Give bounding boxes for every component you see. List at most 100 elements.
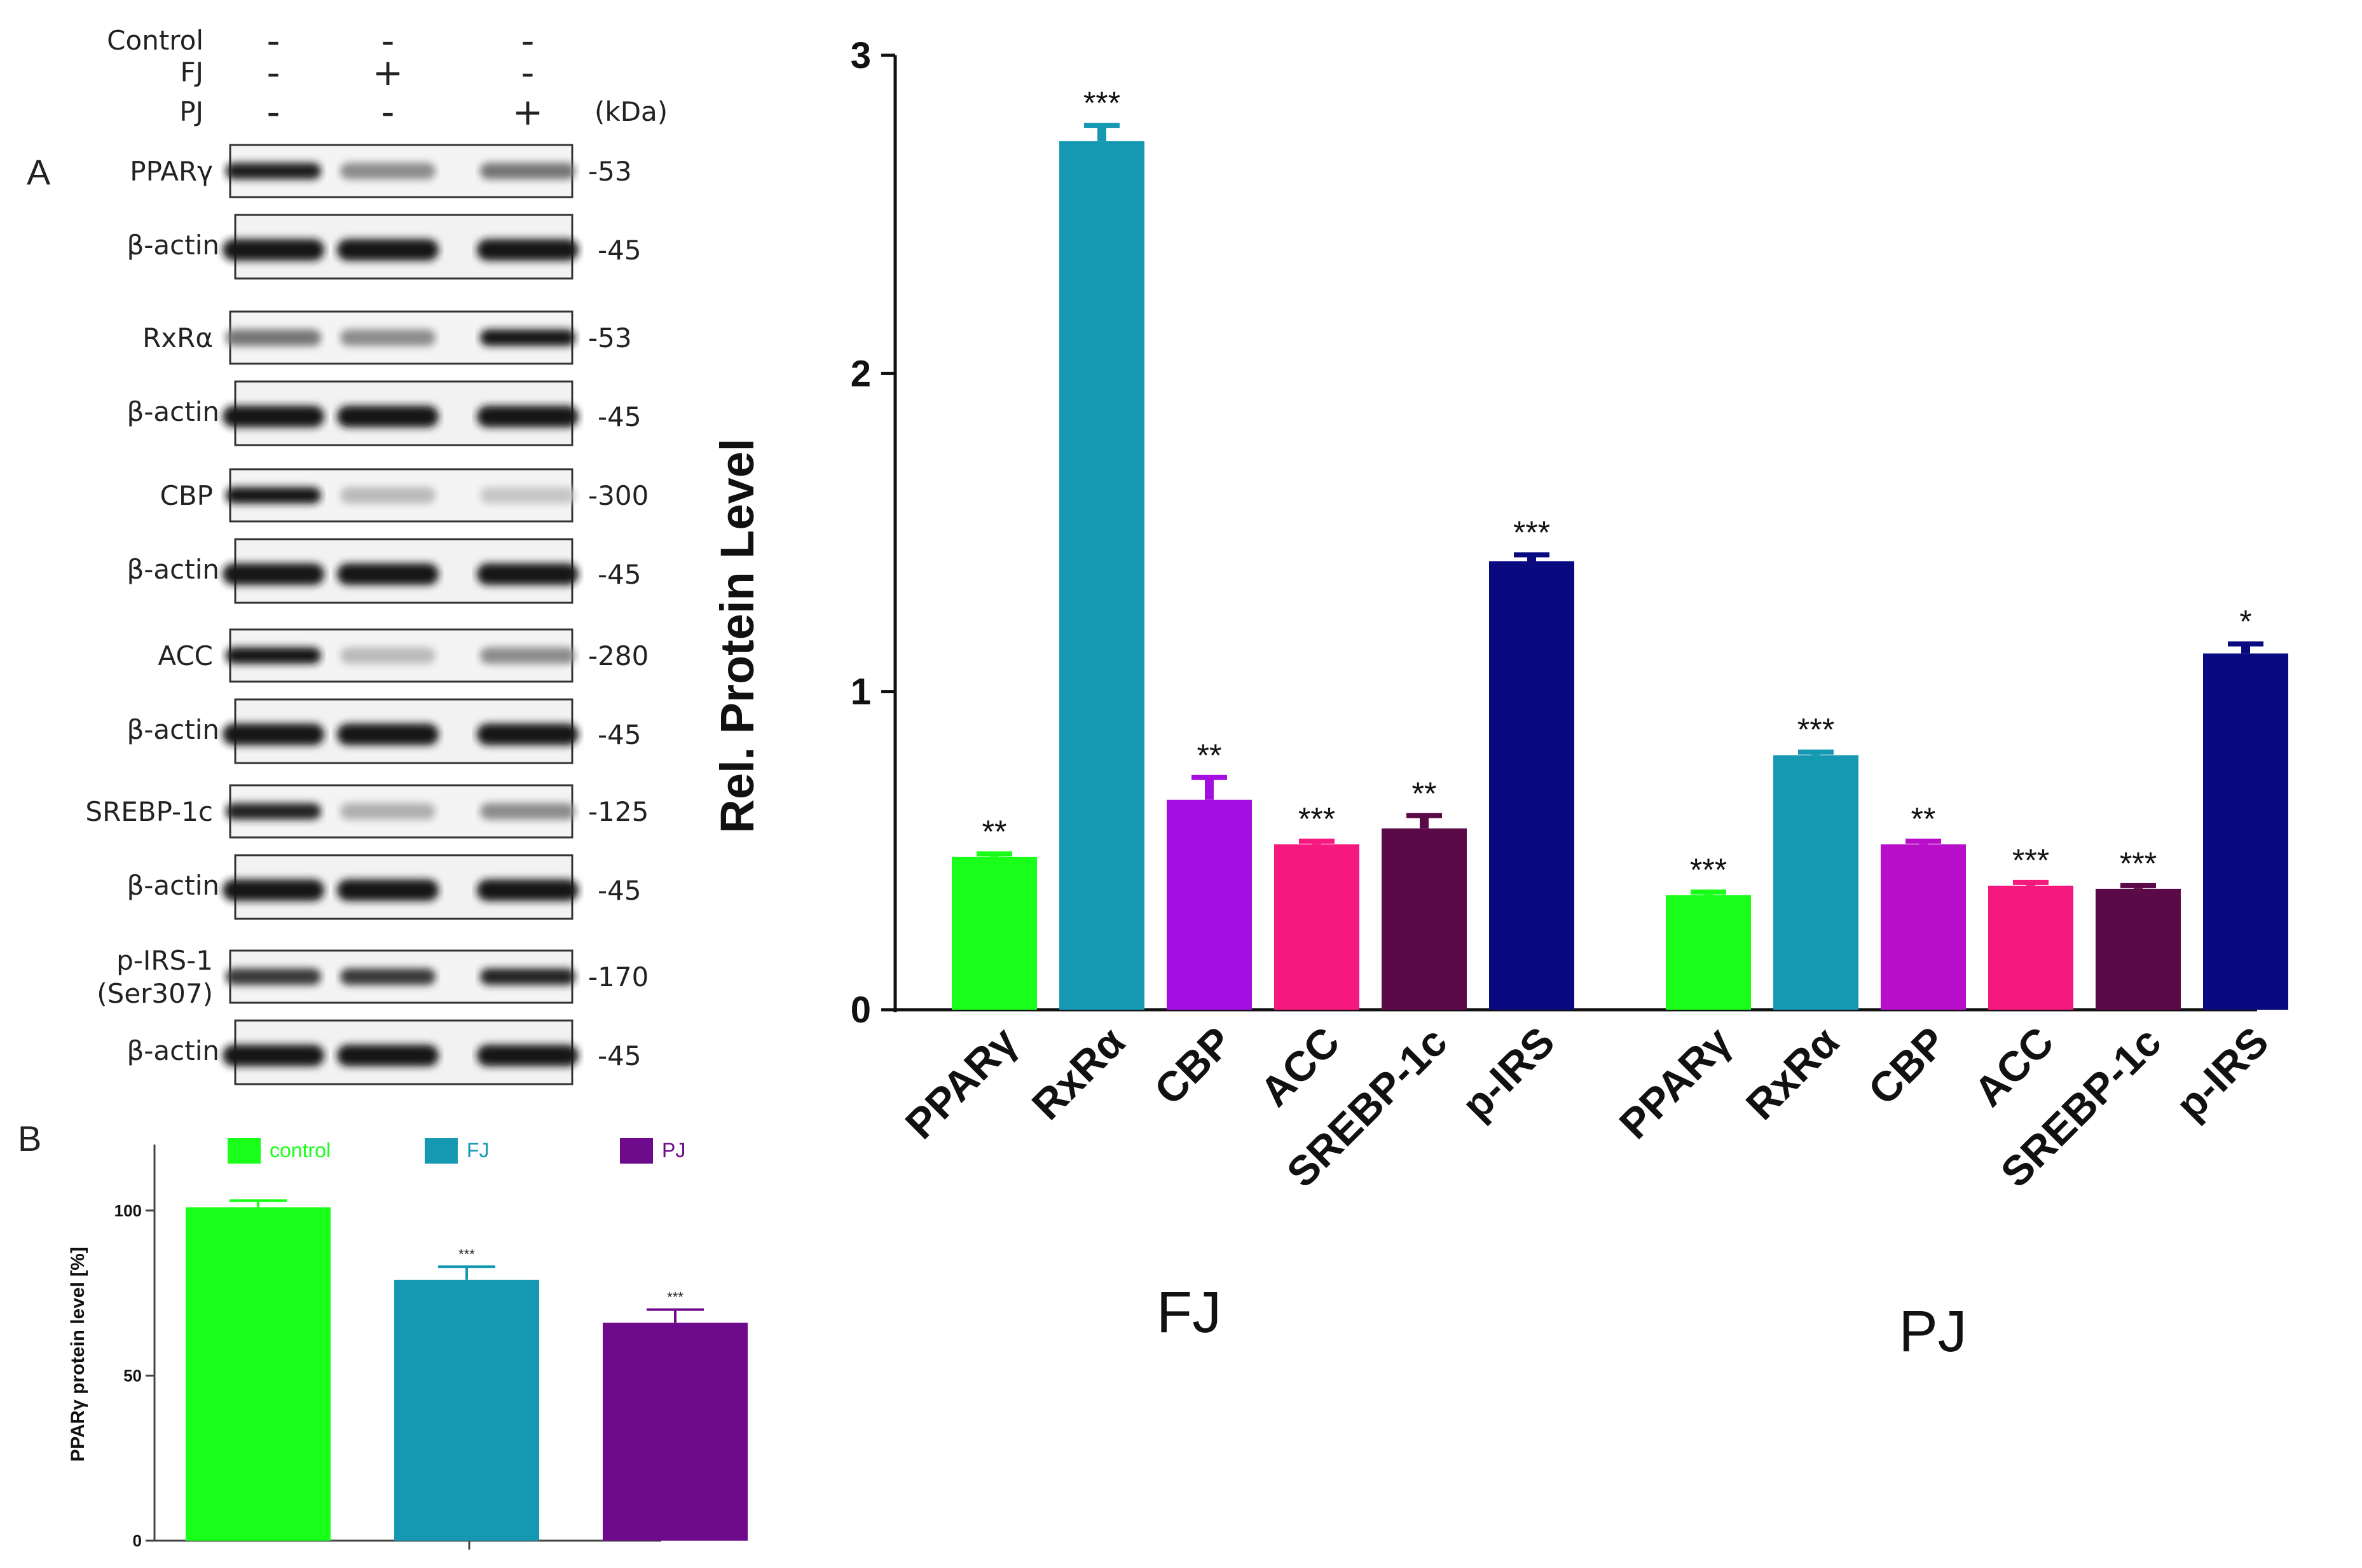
- main-bar: [1773, 755, 1858, 1010]
- blot-band: [223, 563, 324, 585]
- actin-kda-label: -45: [598, 875, 642, 906]
- main-significance-label: ***: [1083, 85, 1120, 121]
- main-category-label: PPARγ: [896, 1017, 1026, 1148]
- blot-band: [223, 239, 324, 261]
- panel-b-significance-label: ***: [667, 1289, 683, 1305]
- minus-sign: -: [521, 19, 535, 62]
- main-significance-label: ***: [1797, 712, 1834, 748]
- blot-band: [223, 724, 324, 745]
- blot-kda-label: -280: [588, 640, 649, 671]
- panel-b-letter: B: [18, 1118, 41, 1159]
- blot-band: [480, 329, 575, 346]
- blot-band: [480, 803, 575, 820]
- panel-b-bar: [603, 1323, 748, 1541]
- main-y-tick-label: 1: [851, 671, 871, 713]
- main-bar: [2096, 888, 2181, 1010]
- main-category-label: RxRα: [1023, 1018, 1134, 1129]
- plus-sign: +: [373, 51, 404, 94]
- actin-label: β-actin: [127, 230, 219, 261]
- blot-kda-label: -170: [588, 961, 649, 993]
- blot-band: [226, 487, 321, 504]
- main-bar: [1988, 885, 2073, 1010]
- main-significance-label: ***: [1298, 801, 1335, 837]
- minus-sign: -: [521, 51, 535, 94]
- plus-sign: +: [512, 90, 544, 134]
- blot-band: [223, 406, 324, 427]
- main-significance-label: *: [2239, 604, 2251, 640]
- main-y-tick-label: 2: [851, 353, 871, 394]
- main-significance-label: **: [1911, 801, 1936, 837]
- blot-band: [477, 879, 579, 901]
- main-category-label: p-IRS: [2167, 1018, 2277, 1129]
- blot-protein-label: PPARγ: [130, 156, 213, 187]
- blot-band: [340, 487, 436, 504]
- blot-band: [480, 647, 575, 664]
- blot-band: [477, 406, 579, 427]
- panel-b-legend: control FJ PJ: [228, 1138, 685, 1164]
- main-category-label: CBP: [1145, 1018, 1241, 1114]
- actin-label: β-actin: [127, 870, 219, 901]
- condition-header: Control - - -FJ - + -PJ - - +: [107, 19, 543, 134]
- blot-pair: p-IRS-1(Ser307) β-actin -170 -45: [97, 945, 649, 1085]
- actin-kda-label: -45: [598, 235, 642, 266]
- blot-stack: PPARγ β-actin -53 -45 RxRα β-actin -53 -45 CBP β-…: [85, 144, 649, 1085]
- condition-label: Control: [107, 25, 203, 56]
- blot-kda-label: -125: [588, 796, 649, 827]
- blot-band: [223, 879, 324, 901]
- blot-protein-label: CBP: [160, 480, 213, 511]
- panel-b-y-tick-label: 50: [123, 1366, 142, 1385]
- actin-kda-label: -45: [598, 1040, 642, 1071]
- panel-b-y-tick-label: 100: [114, 1201, 142, 1220]
- actin-kda-label: -45: [598, 719, 642, 750]
- blot-band: [337, 879, 439, 901]
- blot-band: [340, 968, 436, 985]
- main-category-label: ACC: [1251, 1018, 1348, 1115]
- actin-kda-label: -45: [598, 559, 642, 590]
- main-significance-label: ***: [1513, 515, 1550, 551]
- panel-a-western-blots: A Control - - -FJ - + -PJ - - + (kDa) PPARγβ-acti…: [27, 19, 668, 1085]
- blot-band: [337, 406, 439, 427]
- main-y-tick-label: 0: [851, 989, 871, 1031]
- panel-b-significance-label: ***: [458, 1246, 475, 1262]
- blot-band: [226, 163, 321, 179]
- blot-band: [337, 724, 439, 745]
- minus-sign: -: [267, 19, 280, 62]
- blot-band: [477, 563, 579, 585]
- blot-band: [480, 163, 575, 179]
- blot-protein-label: p-IRS-1: [116, 945, 213, 976]
- blot-pair: CBP β-actin -300 -45: [127, 468, 649, 604]
- panel-b-legend-label: control: [270, 1139, 331, 1162]
- blot-pair: RxRα β-actin -53 -45: [127, 310, 642, 446]
- panel-a-letter: A: [27, 152, 51, 192]
- main-bar: [1489, 561, 1574, 1010]
- blot-band: [477, 724, 579, 745]
- group-label-fj: FJ: [1157, 1280, 1221, 1345]
- blot-band: [340, 803, 436, 820]
- blot-band: [340, 163, 436, 179]
- main-significance-label: **: [982, 814, 1007, 849]
- panel-b-y-axis-label: PPARγ protein level [%]: [67, 1247, 88, 1462]
- main-category-label: PPARγ: [1610, 1017, 1740, 1148]
- main-bar: [2203, 653, 2288, 1010]
- blot-band: [477, 1045, 579, 1066]
- condition-label: FJ: [180, 57, 203, 88]
- panel-b-legend-label: FJ: [467, 1139, 490, 1162]
- condition-label: PJ: [179, 96, 203, 127]
- blot-protein-label: RxRα: [142, 322, 213, 354]
- blot-band: [337, 1045, 439, 1066]
- actin-kda-label: -45: [598, 401, 642, 432]
- group-label-pj: PJ: [1899, 1299, 1967, 1364]
- main-bar: [1167, 799, 1252, 1010]
- blot-kda-label: -53: [588, 322, 632, 354]
- minus-sign: -: [267, 51, 280, 94]
- minus-sign: -: [267, 90, 280, 134]
- blot-band: [226, 647, 321, 664]
- blot-band: [226, 968, 321, 985]
- blot-protein-label: SREBP-1c: [85, 796, 213, 827]
- main-bar: [1666, 895, 1751, 1010]
- blot-kda-label: -300: [588, 480, 649, 511]
- main-bar: [1382, 828, 1467, 1010]
- blot-band: [223, 1045, 324, 1066]
